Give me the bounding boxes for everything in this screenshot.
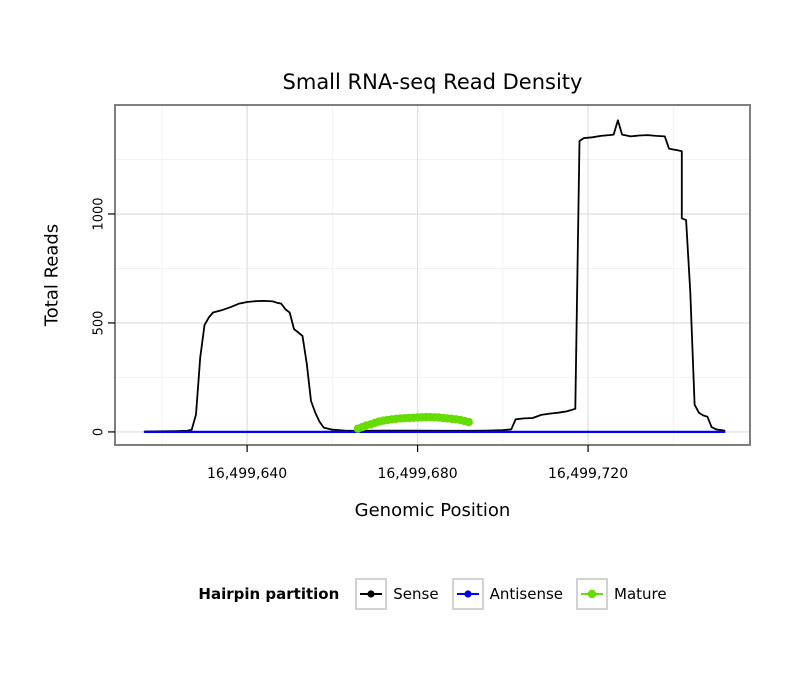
legend-label-mature: Mature (614, 585, 667, 603)
x-axis-ticks: 16,499,640 16,499,680 16,499,720 (207, 445, 628, 482)
legend-label-sense: Sense (393, 585, 439, 603)
legend-title: Hairpin partition (198, 585, 340, 603)
x-tick-label: 16,499,640 (207, 466, 287, 482)
sense-line-icon (360, 590, 383, 598)
legend-item-antisense: Antisense (451, 578, 563, 610)
legend: Hairpin partition Sense Antisense (115, 578, 750, 610)
y-tick-label: 0 (92, 428, 107, 436)
panel-background (115, 105, 750, 445)
plot-area: 16,499,640 16,499,680 16,499,720 0 500 1000 (92, 104, 751, 482)
chart-title: Small RNA-seq Read Density (282, 70, 583, 94)
legend-item-sense: Sense (355, 578, 439, 610)
panel-border (114, 104, 751, 446)
legend-key-antisense (451, 578, 484, 610)
y-axis-ticks: 0 500 1000 (92, 197, 115, 436)
legend-key-sense (355, 578, 388, 610)
series-sense (143, 119, 726, 433)
y-tick-label: 1000 (92, 197, 107, 230)
series-sense-line (143, 119, 726, 433)
legend-label-antisense: Antisense (489, 585, 563, 603)
legend-key-mature (576, 578, 608, 610)
x-tick-label: 16,499,680 (377, 466, 457, 482)
x-axis-label: Genomic Position (354, 500, 511, 521)
mature-line-icon (581, 589, 603, 599)
gridlines-minor (115, 105, 750, 445)
legend-item-mature: Mature (576, 578, 667, 610)
series-mature (353, 412, 473, 433)
series-mature-point (464, 417, 473, 427)
y-tick-label: 500 (92, 311, 107, 336)
x-tick-label: 16,499,720 (548, 466, 628, 482)
antisense-line-icon (456, 590, 479, 598)
